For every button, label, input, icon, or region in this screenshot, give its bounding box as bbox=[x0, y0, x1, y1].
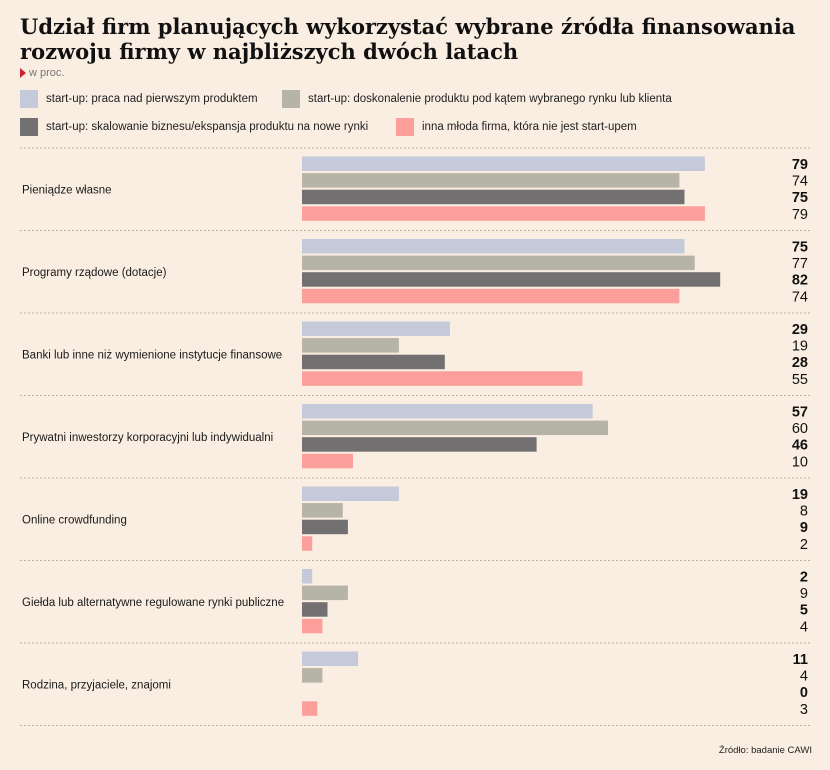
category-label: Rodzina, przyjaciele, znajomi bbox=[22, 679, 171, 691]
data-label: 29 bbox=[792, 322, 808, 338]
bar bbox=[302, 255, 695, 271]
data-label: 9 bbox=[800, 520, 808, 536]
data-label: 9 bbox=[800, 586, 808, 602]
bar bbox=[302, 437, 537, 452]
data-label: 28 bbox=[792, 355, 808, 371]
bar bbox=[302, 338, 399, 353]
data-label: 77 bbox=[792, 256, 808, 272]
data-label: 3 bbox=[800, 702, 808, 718]
category-label: Programy rządowe (dotacje) bbox=[22, 267, 167, 279]
bar bbox=[302, 651, 359, 666]
bar bbox=[302, 585, 348, 601]
data-label: 8 bbox=[800, 504, 808, 520]
data-label: 74 bbox=[792, 174, 808, 190]
data-label: 11 bbox=[793, 652, 808, 668]
data-label: 74 bbox=[792, 289, 808, 305]
legend-item-1: start-up: praca nad pierwszym produktem bbox=[20, 90, 258, 108]
chart-subtitle: w proc. bbox=[20, 67, 64, 79]
data-label: 75 bbox=[792, 240, 808, 256]
category-label: Prywatni inwestorzy korporacyjni lub ind… bbox=[22, 432, 273, 444]
data-label: 79 bbox=[792, 157, 808, 173]
legend-swatch-2 bbox=[282, 90, 300, 108]
legend-label-1: start-up: praca nad pierwszym produktem bbox=[46, 93, 258, 105]
bar bbox=[302, 503, 343, 518]
bar bbox=[302, 189, 685, 205]
data-label: 19 bbox=[792, 487, 808, 503]
legend-swatch-3 bbox=[20, 118, 38, 136]
bar bbox=[302, 371, 583, 386]
bar bbox=[302, 173, 680, 188]
bar bbox=[302, 453, 353, 469]
bar bbox=[302, 321, 450, 336]
source-note: Źródło: badanie CAWI bbox=[718, 745, 812, 756]
bar bbox=[302, 354, 445, 370]
bar bbox=[302, 288, 680, 304]
data-label: 46 bbox=[792, 438, 808, 454]
bar bbox=[302, 519, 348, 535]
bar bbox=[302, 569, 313, 584]
bar bbox=[302, 536, 313, 551]
chart-title: Udział firm planujących wykorzystać wybr… bbox=[20, 14, 796, 64]
data-label: 10 bbox=[792, 454, 808, 470]
bar bbox=[302, 404, 593, 419]
data-label: 75 bbox=[792, 190, 808, 206]
data-label: 82 bbox=[792, 273, 808, 289]
legend-label-4: inna młoda firma, która nie jest start-u… bbox=[422, 121, 637, 133]
legend-label-2: start-up: doskonalenie produktu pod kąte… bbox=[308, 93, 672, 105]
bar bbox=[302, 486, 399, 501]
triangle-marker-icon bbox=[20, 68, 26, 78]
bar bbox=[302, 206, 705, 221]
bar bbox=[302, 156, 705, 171]
data-label: 5 bbox=[800, 603, 808, 619]
bar bbox=[302, 420, 608, 436]
data-label: 4 bbox=[800, 619, 808, 635]
data-label: 55 bbox=[792, 372, 808, 388]
data-label: 0 bbox=[800, 685, 808, 701]
legend-item-4: inna młoda firma, która nie jest start-u… bbox=[396, 118, 637, 136]
bar bbox=[302, 602, 328, 617]
data-label: 2 bbox=[800, 537, 808, 553]
data-label: 4 bbox=[800, 669, 808, 685]
data-label: 79 bbox=[792, 207, 808, 223]
category-label: Pieniądze własne bbox=[22, 184, 112, 196]
data-label: 60 bbox=[792, 421, 808, 437]
legend-item-3: start-up: skalowanie biznesu/ekspansja p… bbox=[20, 118, 368, 136]
bar bbox=[302, 618, 323, 634]
legend-swatch-4 bbox=[396, 118, 414, 136]
legend-item-2: start-up: doskonalenie produktu pod kąte… bbox=[282, 90, 672, 108]
data-label: 57 bbox=[792, 405, 808, 421]
bar bbox=[302, 668, 323, 683]
bar bbox=[302, 272, 721, 287]
bar bbox=[302, 701, 318, 716]
unit-label: w proc. bbox=[29, 67, 65, 79]
data-label: 2 bbox=[800, 570, 808, 586]
legend-label-3: start-up: skalowanie biznesu/ekspansja p… bbox=[46, 121, 369, 133]
bar bbox=[302, 239, 685, 254]
category-label: Giełda lub alternatywne regulowane rynki… bbox=[22, 597, 284, 609]
category-label: Online crowdfunding bbox=[22, 514, 127, 526]
category-label: Banki lub inne niż wymienione instytucje… bbox=[22, 349, 282, 361]
legend-swatch-1 bbox=[20, 90, 38, 108]
data-label: 19 bbox=[792, 339, 808, 355]
